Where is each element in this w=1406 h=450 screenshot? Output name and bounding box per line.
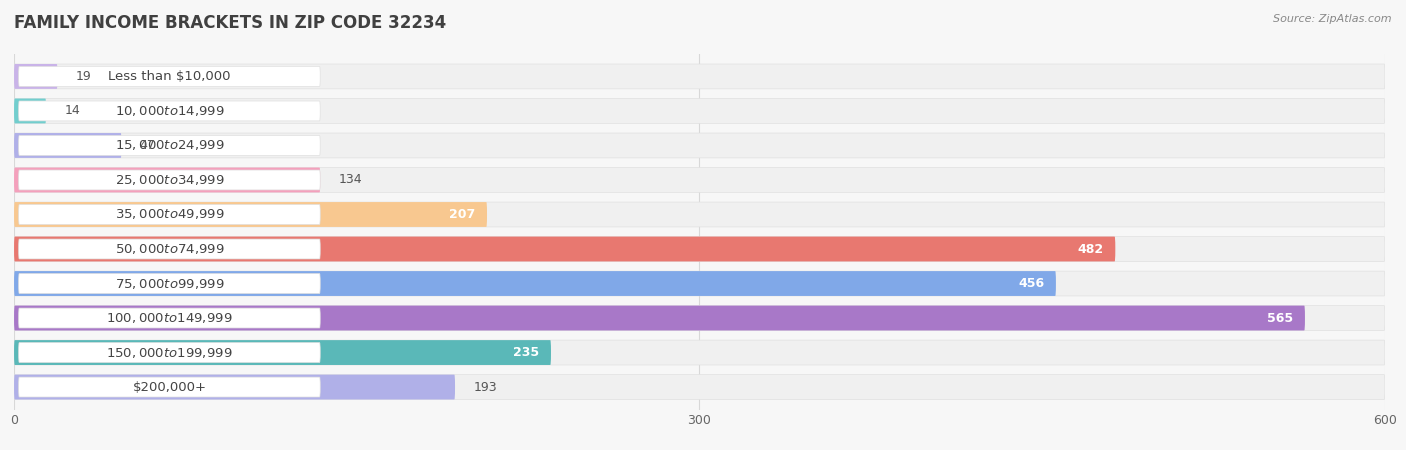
FancyBboxPatch shape <box>14 375 456 400</box>
Text: 19: 19 <box>76 70 91 83</box>
FancyBboxPatch shape <box>14 271 1385 296</box>
FancyBboxPatch shape <box>14 99 1385 123</box>
FancyBboxPatch shape <box>14 64 1385 89</box>
FancyBboxPatch shape <box>18 308 321 328</box>
FancyBboxPatch shape <box>14 306 1305 330</box>
Text: 456: 456 <box>1018 277 1045 290</box>
Text: $50,000 to $74,999: $50,000 to $74,999 <box>114 242 225 256</box>
Text: $100,000 to $149,999: $100,000 to $149,999 <box>107 311 232 325</box>
Text: 207: 207 <box>450 208 475 221</box>
FancyBboxPatch shape <box>18 135 321 155</box>
Text: $10,000 to $14,999: $10,000 to $14,999 <box>114 104 225 118</box>
Text: 193: 193 <box>474 381 496 394</box>
Text: $15,000 to $24,999: $15,000 to $24,999 <box>114 139 225 153</box>
Text: Source: ZipAtlas.com: Source: ZipAtlas.com <box>1274 14 1392 23</box>
FancyBboxPatch shape <box>14 237 1385 261</box>
Text: FAMILY INCOME BRACKETS IN ZIP CODE 32234: FAMILY INCOME BRACKETS IN ZIP CODE 32234 <box>14 14 446 32</box>
Text: 14: 14 <box>65 104 80 117</box>
FancyBboxPatch shape <box>14 340 1385 365</box>
FancyBboxPatch shape <box>14 167 321 193</box>
Text: 235: 235 <box>513 346 540 359</box>
FancyBboxPatch shape <box>14 64 58 89</box>
FancyBboxPatch shape <box>18 101 321 121</box>
FancyBboxPatch shape <box>14 133 1385 158</box>
Text: Less than $10,000: Less than $10,000 <box>108 70 231 83</box>
FancyBboxPatch shape <box>14 340 551 365</box>
Text: $35,000 to $49,999: $35,000 to $49,999 <box>114 207 225 221</box>
Text: $25,000 to $34,999: $25,000 to $34,999 <box>114 173 225 187</box>
FancyBboxPatch shape <box>14 99 46 123</box>
Text: 482: 482 <box>1078 243 1104 256</box>
Text: $200,000+: $200,000+ <box>132 381 207 394</box>
FancyBboxPatch shape <box>14 271 1056 296</box>
Text: $75,000 to $99,999: $75,000 to $99,999 <box>114 276 225 291</box>
FancyBboxPatch shape <box>18 205 321 225</box>
FancyBboxPatch shape <box>18 170 321 190</box>
FancyBboxPatch shape <box>14 202 1385 227</box>
FancyBboxPatch shape <box>18 67 321 86</box>
Text: 134: 134 <box>339 174 363 186</box>
FancyBboxPatch shape <box>14 306 1385 330</box>
FancyBboxPatch shape <box>18 274 321 293</box>
FancyBboxPatch shape <box>14 237 1115 261</box>
FancyBboxPatch shape <box>18 239 321 259</box>
FancyBboxPatch shape <box>18 377 321 397</box>
Text: 565: 565 <box>1267 311 1294 324</box>
FancyBboxPatch shape <box>14 202 486 227</box>
FancyBboxPatch shape <box>14 167 1385 193</box>
FancyBboxPatch shape <box>18 342 321 363</box>
FancyBboxPatch shape <box>14 375 1385 400</box>
FancyBboxPatch shape <box>14 133 121 158</box>
Text: 47: 47 <box>139 139 156 152</box>
Text: $150,000 to $199,999: $150,000 to $199,999 <box>107 346 232 360</box>
